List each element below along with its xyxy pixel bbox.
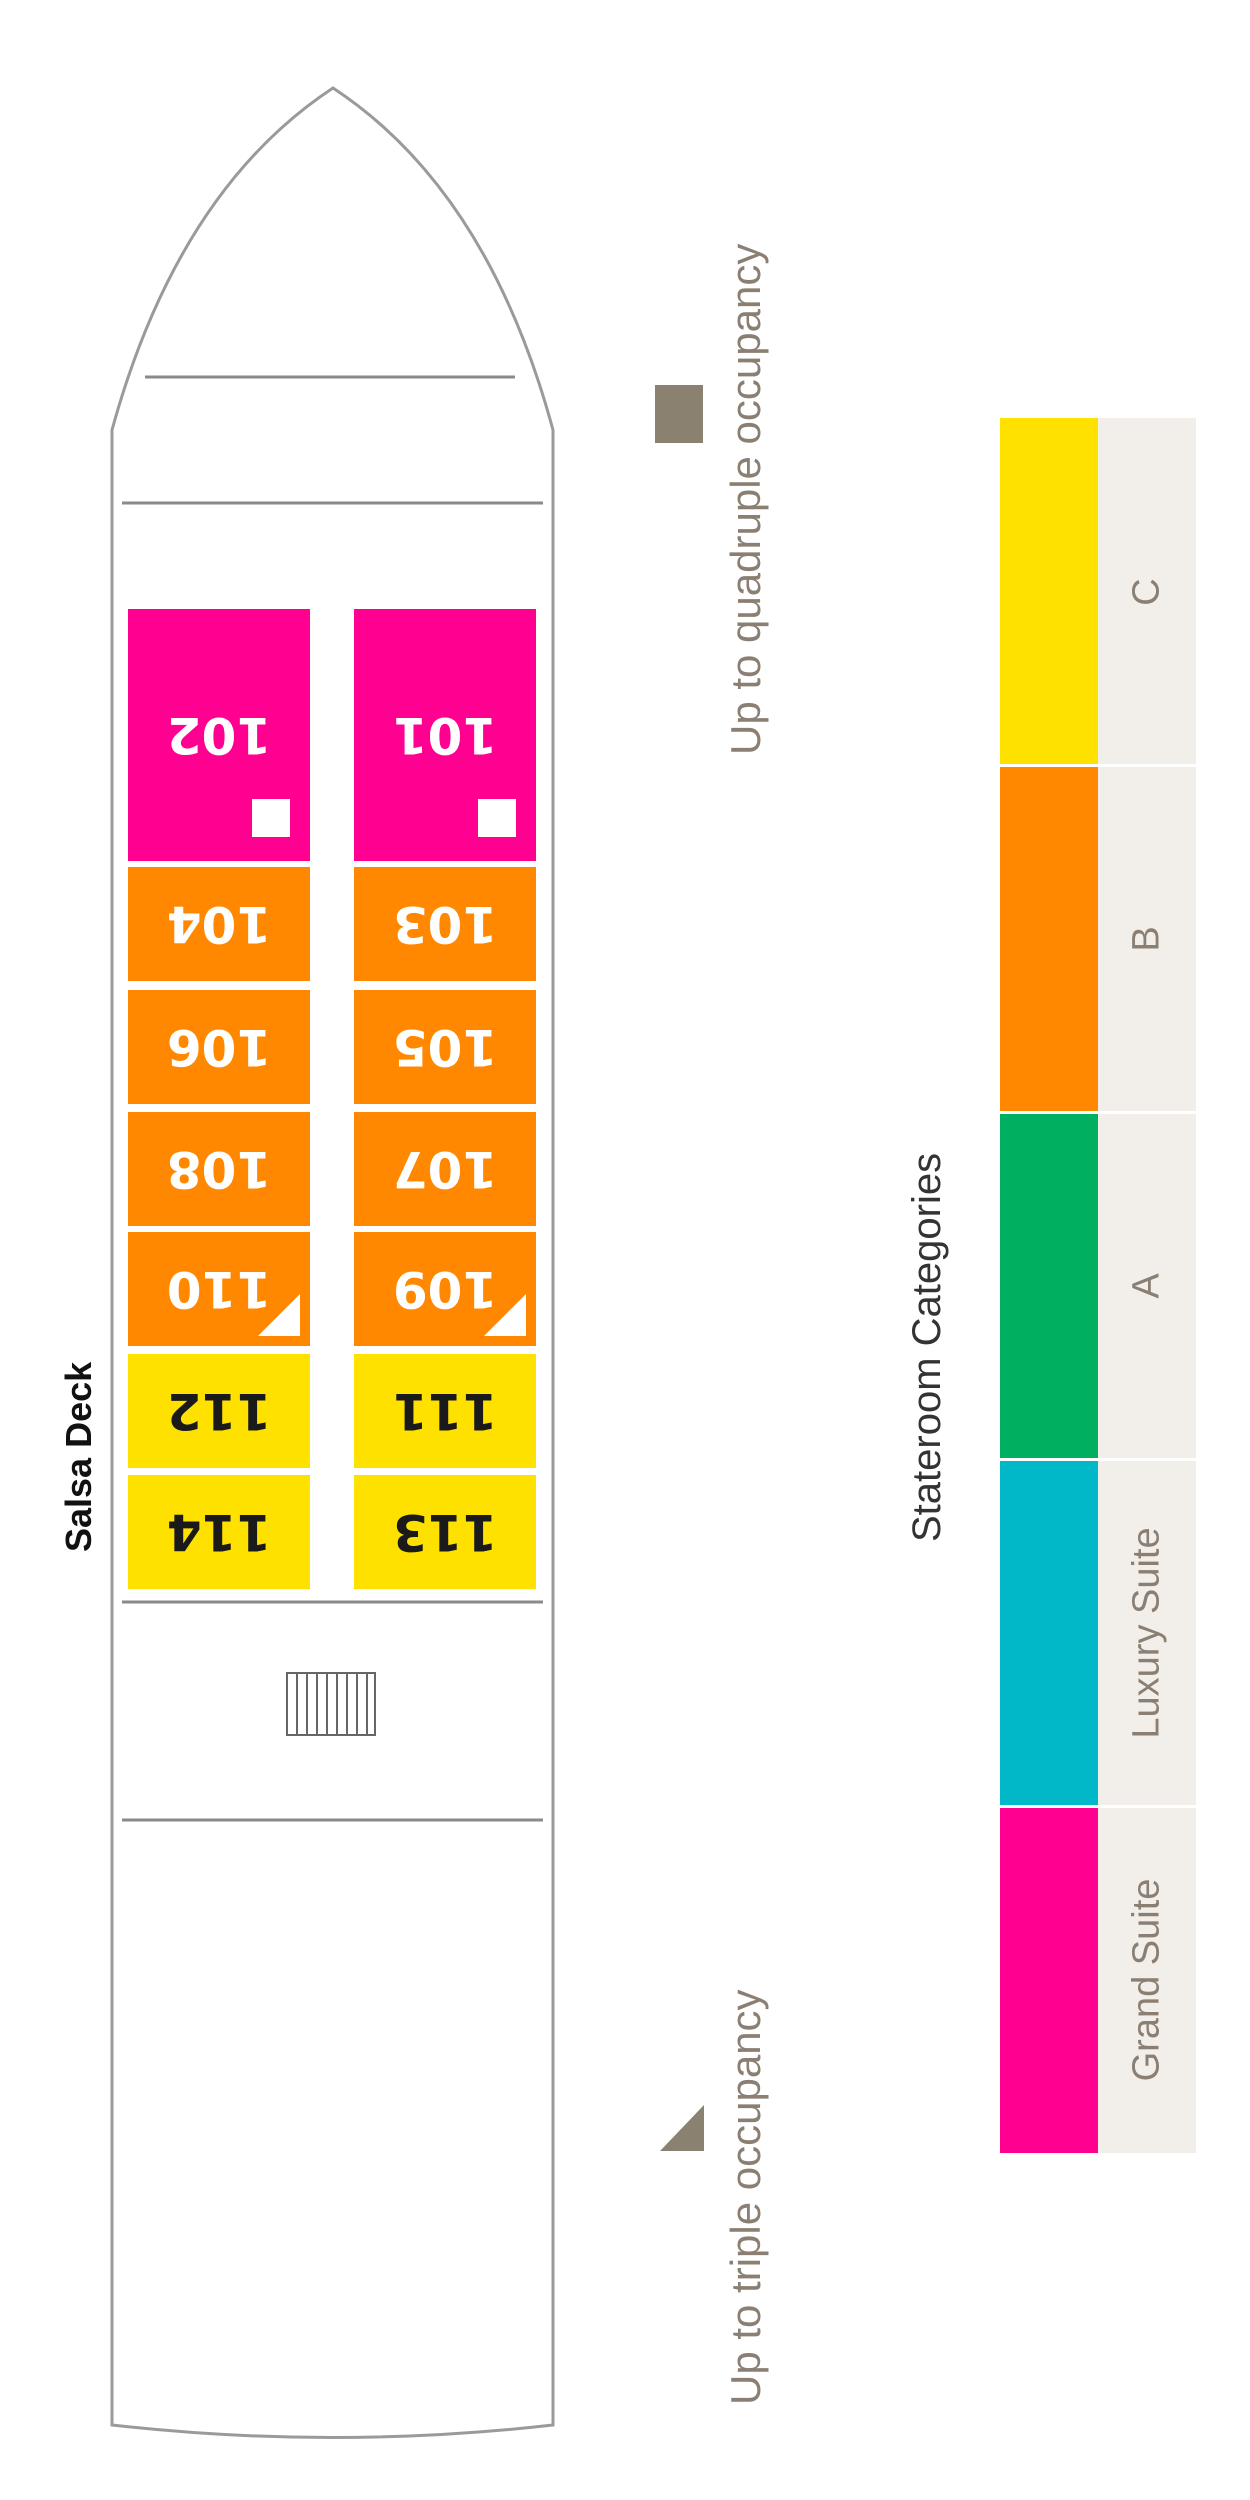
cabin-104[interactable]: 104 xyxy=(126,865,312,983)
categories-title: Stateroom Categories xyxy=(905,1152,949,1542)
triple-occupancy-icon xyxy=(484,1294,526,1336)
deck-title: Salsa Deck xyxy=(58,1361,99,1552)
cabin-111[interactable]: 111 xyxy=(352,1352,538,1470)
cabin-101[interactable]: 101 xyxy=(352,607,538,863)
category-label: A xyxy=(1125,1272,1168,1299)
cabin-number: 106 xyxy=(166,1018,272,1076)
legend-quadruple-label: Up to quadruple occupancy xyxy=(722,243,769,755)
category-separator xyxy=(1000,1458,1196,1461)
cabin-103[interactable]: 103 xyxy=(352,865,538,983)
cabin-number: 114 xyxy=(166,1503,272,1561)
cabin-106[interactable]: 106 xyxy=(126,988,312,1106)
cabin-105[interactable]: 105 xyxy=(352,988,538,1106)
category-swatch xyxy=(1000,418,1098,765)
cabin-113[interactable]: 113 xyxy=(352,1473,538,1591)
legend-triple-label: Up to triple occupancy xyxy=(722,1989,769,2405)
triple-occupancy-icon xyxy=(258,1294,300,1336)
cabin-number: 107 xyxy=(392,1140,498,1198)
category-item: Luxury Suite xyxy=(1000,1459,1196,1806)
category-item: Grand Suite xyxy=(1000,1806,1196,2153)
category-label-cell xyxy=(1098,418,1196,765)
cabin-107[interactable]: 107 xyxy=(352,1110,538,1228)
cabin-110[interactable]: 110 xyxy=(126,1230,312,1348)
cabin-number: 103 xyxy=(392,895,498,953)
cabin-number: 104 xyxy=(166,895,272,953)
cabin-number: 113 xyxy=(392,1503,498,1561)
category-label-cell xyxy=(1098,1806,1196,2153)
category-separator xyxy=(1000,1111,1196,1114)
category-label: Luxury Suite xyxy=(1125,1526,1168,1739)
cabin-108[interactable]: 108 xyxy=(126,1110,312,1228)
cabin-102[interactable]: 102 xyxy=(126,607,312,863)
category-item: C xyxy=(1000,418,1196,765)
cabin-112[interactable]: 112 xyxy=(126,1352,312,1470)
category-swatch xyxy=(1000,765,1098,1112)
quad-occupancy-icon xyxy=(252,799,290,837)
quad-occupancy-marker-icon xyxy=(655,385,703,443)
category-label: Grand Suite xyxy=(1125,1878,1168,2081)
cabin-114[interactable]: 114 xyxy=(126,1473,312,1591)
category-swatch xyxy=(1000,1112,1098,1459)
category-swatch xyxy=(1000,1459,1098,1806)
category-label: B xyxy=(1125,925,1168,952)
category-label-cell xyxy=(1098,1459,1196,1806)
category-item: B xyxy=(1000,765,1196,1112)
cabin-number: 108 xyxy=(166,1140,272,1198)
category-item: A xyxy=(1000,1112,1196,1459)
cabin-number: 112 xyxy=(166,1382,272,1440)
triple-occupancy-marker-icon xyxy=(660,2105,704,2151)
category-label-cell xyxy=(1098,765,1196,1112)
quad-occupancy-icon xyxy=(478,799,516,837)
category-label-cell xyxy=(1098,1112,1196,1459)
category-label: C xyxy=(1125,577,1168,606)
category-swatch xyxy=(1000,1806,1098,2153)
cabin-number: 105 xyxy=(392,1018,498,1076)
category-separator xyxy=(1000,764,1196,767)
category-separator xyxy=(1000,1805,1196,1808)
cabin-109[interactable]: 109 xyxy=(352,1230,538,1348)
cabin-number: 111 xyxy=(392,1382,498,1440)
stairs-icon xyxy=(286,1672,376,1736)
